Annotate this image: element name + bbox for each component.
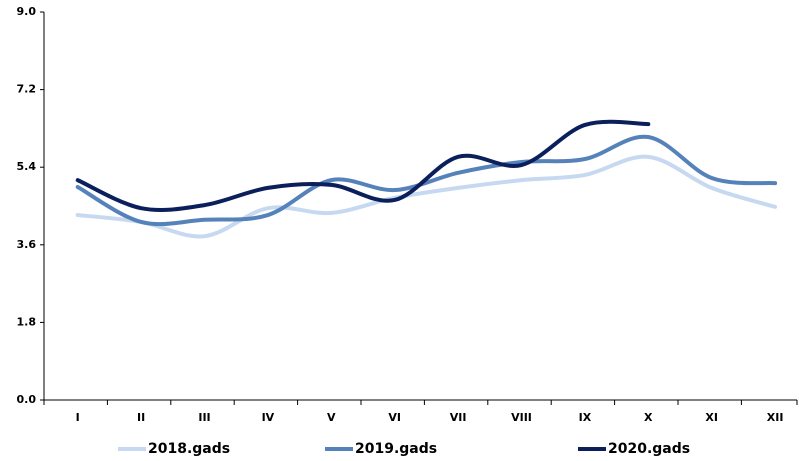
legend-label: 2020.gads bbox=[608, 441, 690, 457]
x-tick-label: V bbox=[327, 411, 336, 424]
legend-label: 2018.gads bbox=[148, 441, 230, 457]
legend-label: 2019.gads bbox=[355, 441, 437, 457]
y-tick-label: 3.6 bbox=[17, 238, 37, 251]
x-tick-label: II bbox=[137, 411, 145, 424]
series-line bbox=[75, 119, 651, 212]
legend: 2018.gads 2019.gads 2020.gads bbox=[118, 441, 690, 457]
x-tick-label: VIII bbox=[511, 411, 532, 424]
y-tick-label: 7.2 bbox=[17, 83, 37, 96]
x-tick-label: X bbox=[644, 411, 653, 424]
x-tick-label: IV bbox=[262, 411, 275, 424]
x-tick-label: I bbox=[76, 411, 80, 424]
x-tick-label: VII bbox=[450, 411, 467, 424]
y-tick-label: 0.0 bbox=[17, 393, 37, 406]
y-tick-label: 5.4 bbox=[17, 160, 37, 173]
x-tick-label: VI bbox=[388, 411, 401, 424]
series-line bbox=[75, 134, 778, 227]
x-tick-label: III bbox=[198, 411, 210, 424]
x-tick-label: IX bbox=[579, 411, 592, 424]
x-tick-label: XII bbox=[767, 411, 784, 424]
y-tick-label: 9.0 bbox=[17, 5, 37, 18]
x-tick-label: XI bbox=[705, 411, 718, 424]
y-tick-label: 1.8 bbox=[17, 315, 37, 328]
series-line bbox=[75, 154, 778, 239]
